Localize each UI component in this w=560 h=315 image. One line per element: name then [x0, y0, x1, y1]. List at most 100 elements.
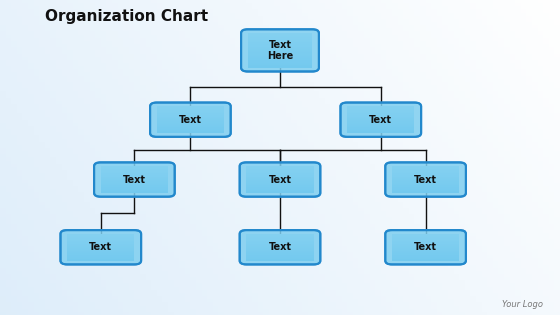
- FancyBboxPatch shape: [246, 249, 314, 250]
- FancyBboxPatch shape: [248, 38, 312, 40]
- FancyBboxPatch shape: [392, 183, 459, 184]
- FancyBboxPatch shape: [385, 163, 466, 197]
- FancyBboxPatch shape: [392, 169, 459, 171]
- FancyBboxPatch shape: [347, 117, 414, 118]
- FancyBboxPatch shape: [101, 171, 168, 172]
- FancyBboxPatch shape: [246, 256, 314, 257]
- FancyBboxPatch shape: [248, 40, 312, 41]
- FancyBboxPatch shape: [67, 258, 134, 259]
- FancyBboxPatch shape: [246, 251, 314, 253]
- FancyBboxPatch shape: [248, 48, 312, 49]
- FancyBboxPatch shape: [67, 242, 134, 243]
- FancyBboxPatch shape: [157, 121, 224, 122]
- FancyBboxPatch shape: [347, 107, 414, 108]
- FancyBboxPatch shape: [246, 253, 314, 255]
- FancyBboxPatch shape: [347, 112, 414, 113]
- FancyBboxPatch shape: [246, 189, 314, 190]
- FancyBboxPatch shape: [67, 249, 134, 250]
- FancyBboxPatch shape: [392, 248, 459, 249]
- FancyBboxPatch shape: [347, 124, 414, 125]
- FancyBboxPatch shape: [392, 188, 459, 189]
- FancyBboxPatch shape: [101, 186, 168, 187]
- FancyBboxPatch shape: [347, 129, 414, 130]
- FancyBboxPatch shape: [157, 127, 224, 128]
- FancyBboxPatch shape: [347, 116, 414, 117]
- FancyBboxPatch shape: [347, 115, 414, 116]
- FancyBboxPatch shape: [392, 253, 459, 255]
- FancyBboxPatch shape: [392, 245, 459, 246]
- FancyBboxPatch shape: [67, 234, 134, 235]
- FancyBboxPatch shape: [101, 177, 168, 179]
- FancyBboxPatch shape: [67, 239, 134, 240]
- FancyBboxPatch shape: [157, 123, 224, 124]
- FancyBboxPatch shape: [392, 246, 459, 247]
- FancyBboxPatch shape: [67, 243, 134, 244]
- FancyBboxPatch shape: [101, 174, 168, 175]
- FancyBboxPatch shape: [392, 256, 459, 257]
- FancyBboxPatch shape: [157, 109, 224, 110]
- FancyBboxPatch shape: [392, 237, 459, 238]
- FancyBboxPatch shape: [101, 176, 168, 178]
- FancyBboxPatch shape: [157, 118, 224, 120]
- FancyBboxPatch shape: [246, 192, 314, 193]
- FancyBboxPatch shape: [67, 236, 134, 238]
- FancyBboxPatch shape: [392, 255, 459, 256]
- FancyBboxPatch shape: [246, 186, 314, 187]
- FancyBboxPatch shape: [347, 125, 414, 126]
- FancyBboxPatch shape: [347, 123, 414, 124]
- FancyBboxPatch shape: [240, 230, 320, 265]
- FancyBboxPatch shape: [248, 37, 312, 39]
- FancyBboxPatch shape: [392, 257, 459, 258]
- FancyBboxPatch shape: [248, 62, 312, 63]
- FancyBboxPatch shape: [157, 111, 224, 112]
- FancyBboxPatch shape: [67, 235, 134, 237]
- FancyBboxPatch shape: [392, 180, 459, 181]
- FancyBboxPatch shape: [248, 60, 312, 62]
- FancyBboxPatch shape: [101, 192, 168, 193]
- FancyBboxPatch shape: [246, 183, 314, 184]
- FancyBboxPatch shape: [101, 190, 168, 191]
- FancyBboxPatch shape: [246, 182, 314, 183]
- FancyBboxPatch shape: [392, 174, 459, 175]
- Text: Text: Text: [179, 115, 202, 125]
- FancyBboxPatch shape: [246, 184, 314, 185]
- FancyBboxPatch shape: [157, 131, 224, 132]
- FancyBboxPatch shape: [157, 113, 224, 114]
- FancyBboxPatch shape: [67, 257, 134, 258]
- FancyBboxPatch shape: [246, 237, 314, 238]
- FancyBboxPatch shape: [246, 177, 314, 179]
- FancyBboxPatch shape: [347, 114, 414, 115]
- FancyBboxPatch shape: [246, 244, 314, 245]
- FancyBboxPatch shape: [67, 255, 134, 256]
- FancyBboxPatch shape: [67, 245, 134, 246]
- FancyBboxPatch shape: [67, 247, 134, 248]
- FancyBboxPatch shape: [101, 186, 168, 187]
- FancyBboxPatch shape: [392, 190, 459, 191]
- FancyBboxPatch shape: [67, 256, 134, 257]
- FancyBboxPatch shape: [392, 184, 459, 185]
- FancyBboxPatch shape: [157, 117, 224, 118]
- FancyBboxPatch shape: [347, 117, 414, 119]
- FancyBboxPatch shape: [392, 249, 459, 250]
- FancyBboxPatch shape: [101, 179, 168, 180]
- FancyBboxPatch shape: [392, 240, 459, 241]
- Text: Your Logo: Your Logo: [502, 300, 543, 309]
- FancyBboxPatch shape: [248, 50, 312, 52]
- FancyBboxPatch shape: [246, 255, 314, 256]
- FancyBboxPatch shape: [157, 106, 224, 107]
- FancyBboxPatch shape: [157, 110, 224, 111]
- FancyBboxPatch shape: [101, 182, 168, 183]
- FancyBboxPatch shape: [67, 241, 134, 242]
- FancyBboxPatch shape: [248, 51, 312, 53]
- FancyBboxPatch shape: [392, 250, 459, 252]
- FancyBboxPatch shape: [246, 179, 314, 180]
- FancyBboxPatch shape: [101, 170, 168, 171]
- FancyBboxPatch shape: [101, 168, 168, 169]
- FancyBboxPatch shape: [392, 238, 459, 239]
- FancyBboxPatch shape: [248, 47, 312, 48]
- FancyBboxPatch shape: [392, 182, 459, 183]
- FancyBboxPatch shape: [246, 172, 314, 173]
- Text: Text
Here: Text Here: [267, 40, 293, 61]
- FancyBboxPatch shape: [246, 170, 314, 171]
- FancyBboxPatch shape: [248, 57, 312, 59]
